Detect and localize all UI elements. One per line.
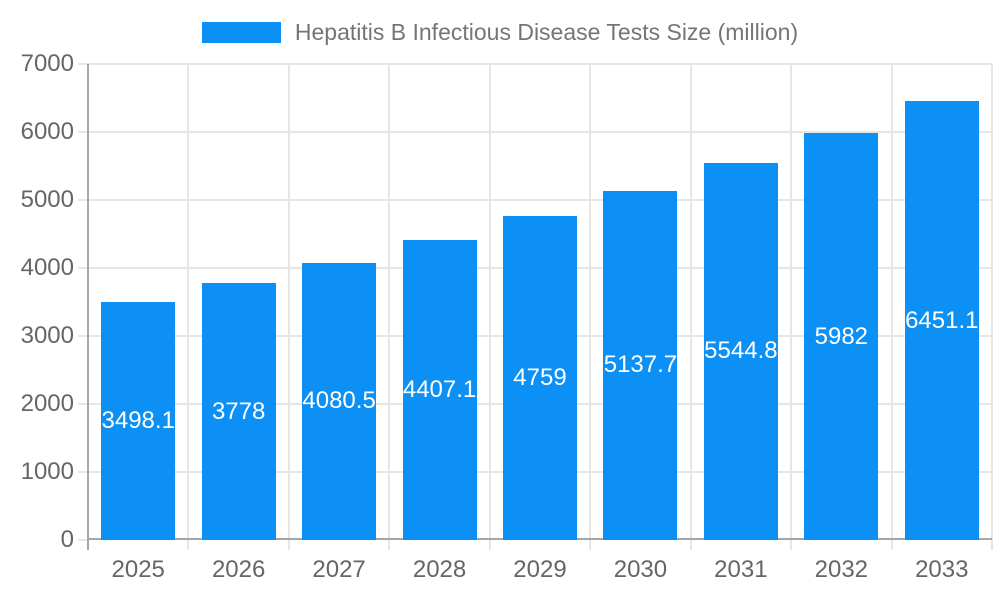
y-tick-label: 2000 [20,390,74,417]
y-tick-label: 7000 [20,50,74,77]
gridline-vertical [287,64,290,540]
gridline-vertical [388,64,391,540]
bar-2029[interactable] [503,216,577,540]
x-axis-tick [890,540,893,550]
x-tick-label: 2030 [613,556,668,583]
bar-value-label: 4080.5 [302,387,376,415]
bar-value-label: 5137.7 [603,351,678,379]
x-axis-tick [689,540,692,550]
legend[interactable]: Hepatitis B Infectious Disease Tests Siz… [0,20,1000,44]
x-tick-label: 2032 [814,556,869,583]
legend-label: Hepatitis B Infectious Disease Tests Siz… [294,19,799,45]
y-axis-line [87,64,89,550]
bar-2031[interactable] [703,162,778,540]
x-tick-label: 2027 [312,556,366,583]
gridline-horizontal [88,199,992,201]
x-tick-label: 2033 [915,556,969,583]
gridline-horizontal [88,131,992,133]
y-tick-label: 6000 [20,118,74,145]
gridline-vertical [890,64,893,540]
bar-value-label: 3778 [211,397,266,425]
bar-value-label: 3498.1 [101,407,175,435]
legend-swatch-icon [201,21,281,43]
y-axis-tick [78,539,88,541]
y-tick-label: 5000 [20,186,74,213]
x-axis-tick [187,540,190,550]
gridline-vertical [790,64,793,540]
x-tick-label: 2025 [111,556,165,583]
x-axis-tick [589,540,592,550]
gridline-horizontal [88,63,992,65]
bar-2025[interactable] [101,302,176,540]
y-axis-tick [78,63,88,65]
bar-2032[interactable] [804,133,879,540]
x-axis-tick [991,540,993,550]
y-tick-label: 3000 [20,322,74,349]
y-axis-labels: 0 1000 2000 3000 4000 5000 6000 7000 [0,50,74,553]
gridline-vertical [488,64,491,540]
bar-2026[interactable] [201,283,276,540]
y-tick-label: 0 [60,526,74,553]
bar-2028[interactable] [402,240,477,540]
x-axis-labels: 2025 2026 2027 2028 2029 2030 2031 2032 2033 [88,555,992,585]
bar-2033[interactable] [904,101,979,540]
bar-value-label: 4407.1 [402,376,477,404]
x-axis-tick [790,540,793,550]
y-axis-tick [78,199,88,201]
y-axis-tick [78,131,88,133]
gridline-vertical [187,64,190,540]
y-tick-label: 1000 [20,458,74,485]
gridline-vertical [589,64,592,540]
x-axis-tick [488,540,491,550]
y-axis-tick [78,267,88,269]
bar-value-label: 5544.8 [704,337,778,365]
y-axis-tick [78,403,88,405]
bar-value-label: 5982 [814,322,869,350]
x-tick-label: 2028 [412,556,467,583]
gridline-vertical [689,64,692,540]
x-tick-label: 2026 [211,556,266,583]
y-tick-label: 4000 [20,254,74,281]
bar-2030[interactable] [603,190,678,540]
x-tick-label: 2029 [513,556,567,583]
x-tick-label: 2031 [714,556,768,583]
gridline-vertical [991,64,993,540]
plot-area: 3498.1 3778 4080.5 4407.1 4759 5137.7 5544.8 59… [78,63,993,550]
x-axis-tick [388,540,391,550]
bar-2027[interactable] [302,262,377,540]
bar-value-label: 4759 [513,364,567,392]
bar-value-label: 6451.1 [905,306,979,334]
y-axis-tick [78,471,88,473]
y-axis-tick [78,335,88,337]
x-axis-tick [287,540,290,550]
